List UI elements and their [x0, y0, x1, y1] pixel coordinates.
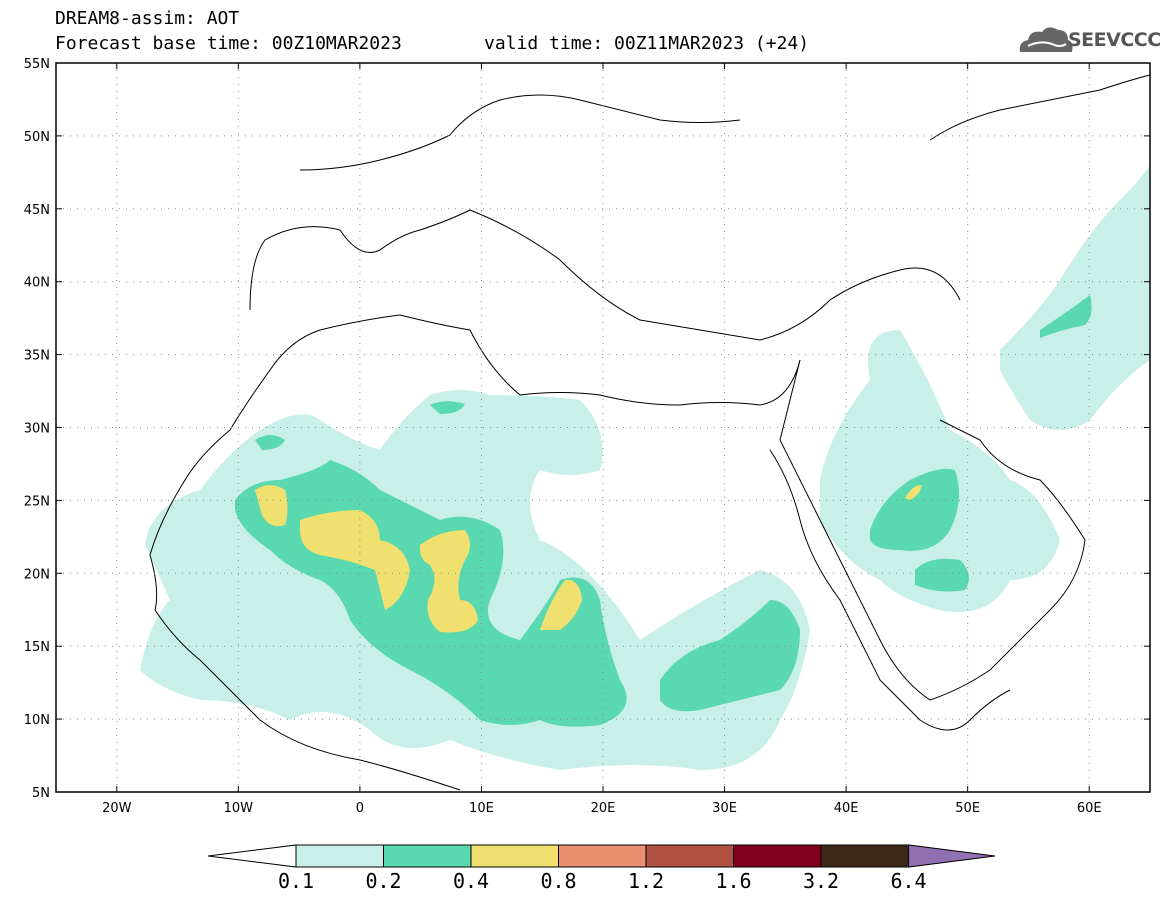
aot-region-0.2-east: [1040, 295, 1092, 338]
aot-shading: [140, 165, 1150, 770]
colorbar-label: 0.8: [540, 869, 576, 893]
lat-tick-label: 25N: [24, 494, 50, 509]
colorbar-label: 3.2: [803, 869, 839, 893]
forecast-base-time: Forecast base time: 00Z10MAR2023: [55, 33, 402, 54]
colorbar-box: [295, 844, 384, 868]
colorbar-label: 0.1: [278, 869, 314, 893]
lon-tick-label: 60E: [1077, 801, 1102, 816]
colorbar-label: 0.4: [453, 869, 489, 893]
lon-tick-label: 0: [356, 801, 364, 816]
lat-tick-label: 20N: [24, 567, 50, 582]
colorbar: 0.1 0.2 0.4 0.8 1.2 1.6 3.2 6.4: [207, 844, 996, 893]
colorbar-label: 6.4: [890, 869, 926, 893]
grid-lines: [56, 63, 1150, 792]
lat-tick-label: 15N: [24, 640, 50, 655]
colorbar-box: [820, 844, 909, 868]
aot-region-0.4-d: [540, 579, 582, 630]
lat-tick-label: 5N: [32, 786, 50, 801]
colorbar-label: 1.2: [628, 869, 664, 893]
aot-region-0.4-c: [420, 530, 478, 633]
seevccc-logo-text: SEEVCCC: [1068, 29, 1161, 51]
colorbar-over-arrow: [908, 844, 996, 868]
aot-region-0.4-a: [255, 485, 288, 527]
colorbar-label: 0.2: [365, 869, 401, 893]
lat-tick-label: 45N: [24, 203, 50, 218]
colorbar-under-arrow: [207, 844, 297, 868]
colorbar-box: [558, 844, 647, 868]
lon-tick-label: 50E: [955, 801, 980, 816]
colorbar-label: 1.6: [715, 869, 751, 893]
map-title: DREAM8-assim: AOT: [55, 8, 240, 29]
aot-region-0.4-e: [905, 485, 922, 500]
lat-tick-label: 35N: [24, 349, 50, 364]
aot-region-0.2-sudan: [660, 600, 800, 712]
colorbar-box: [470, 844, 559, 868]
lat-axis: 55N 50N 45N 40N 35N 30N 25N 20N 15N 10N 5N: [24, 57, 1150, 801]
lon-tick-label: 20W: [102, 801, 132, 816]
lat-tick-label: 55N: [24, 57, 50, 72]
aot-region-0.2-morocco: [430, 401, 465, 414]
lat-tick-label: 30N: [24, 422, 50, 437]
cloud-logo-icon: [1019, 27, 1073, 52]
coastlines: [149, 74, 1151, 791]
lat-tick-label: 10N: [24, 713, 50, 728]
lon-tick-label: 10W: [224, 801, 254, 816]
aot-region-0.4-b: [300, 510, 410, 610]
lon-tick-label: 40E: [834, 801, 859, 816]
valid-time: valid time: 00Z11MAR2023 (+24): [484, 33, 810, 54]
lat-tick-label: 50N: [24, 130, 50, 145]
lon-axis: 20W 10W 0 10E 20E 30E 40E 50E 60E: [102, 63, 1102, 816]
lon-tick-label: 10E: [469, 801, 494, 816]
colorbar-box: [733, 844, 822, 868]
colorbar-box: [645, 844, 734, 868]
aot-region-0.1-north-egypt: [1090, 300, 1146, 347]
colorbar-box: [383, 844, 472, 868]
lat-tick-label: 40N: [24, 276, 50, 291]
aot-region-0.2-arabia: [870, 468, 959, 551]
aot-region-0.2-sahara-w: [255, 435, 285, 450]
lon-tick-label: 20E: [591, 801, 616, 816]
aot-region-0.1-east: [1000, 165, 1150, 430]
lon-tick-label: 30E: [712, 801, 737, 816]
aot-region-0.2-arabia-s: [915, 558, 969, 592]
